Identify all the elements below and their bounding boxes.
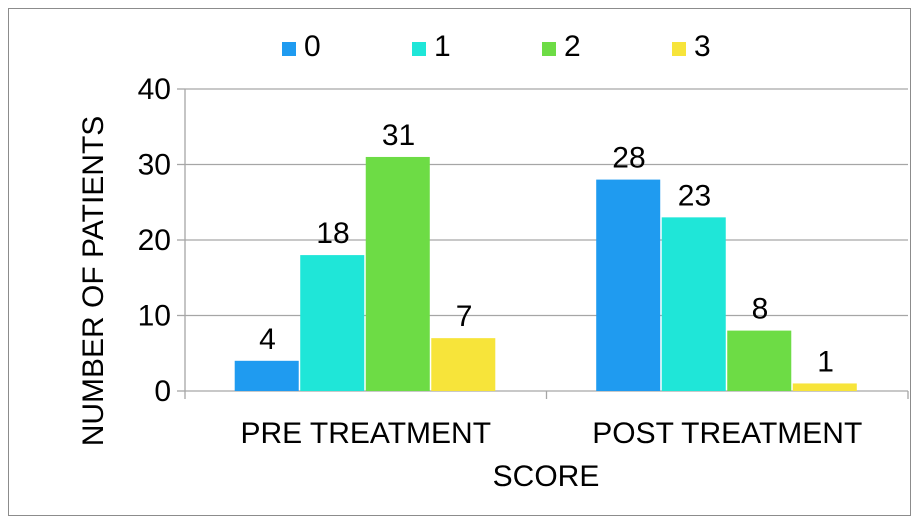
data-labels: 4 18 31 7 28 23 8 1	[259, 119, 834, 379]
bar-value-label: 4	[259, 323, 276, 356]
bar	[365, 156, 430, 391]
bar	[431, 338, 496, 391]
bar	[300, 255, 365, 391]
x-category-label: POST TREATMENT	[592, 417, 862, 450]
bar	[792, 383, 857, 391]
legend-label: 1	[434, 30, 451, 63]
bar-value-label: 8	[752, 293, 769, 326]
y-axis-title: NUMBER OF PATIENTS	[77, 116, 110, 447]
legend-swatch	[282, 42, 296, 56]
y-tick-label: 40	[138, 73, 171, 106]
x-category-label: PRE TREATMENT	[240, 417, 491, 450]
legend-swatch	[412, 42, 426, 56]
legend: 0 1 2 3	[282, 30, 711, 63]
bar-value-label: 28	[612, 142, 645, 175]
x-axis-title: SCORE	[493, 460, 600, 493]
bar	[596, 179, 661, 391]
axes: 0 10 20 30 40 PRE TREATMENT POST TREATMENT	[138, 73, 909, 450]
y-tick-label: 30	[138, 149, 171, 182]
bar	[661, 217, 726, 391]
y-tick-label: 0	[154, 375, 171, 408]
bar	[727, 330, 792, 391]
y-tick-label: 20	[138, 224, 171, 257]
bar	[234, 360, 299, 391]
legend-swatch	[542, 42, 556, 56]
bar-value-label: 31	[382, 119, 415, 152]
y-tick-label: 10	[138, 300, 171, 333]
legend-label: 0	[304, 30, 321, 63]
bar-value-label: 1	[817, 345, 834, 378]
bar-value-label: 23	[678, 179, 711, 212]
legend-label: 2	[564, 30, 581, 63]
bars	[234, 156, 857, 391]
bar-value-label: 7	[456, 300, 473, 333]
gridlines	[185, 88, 908, 317]
bar-value-label: 18	[316, 217, 349, 250]
chart-frame	[8, 8, 911, 516]
legend-label: 3	[694, 30, 711, 63]
legend-swatch	[672, 42, 686, 56]
